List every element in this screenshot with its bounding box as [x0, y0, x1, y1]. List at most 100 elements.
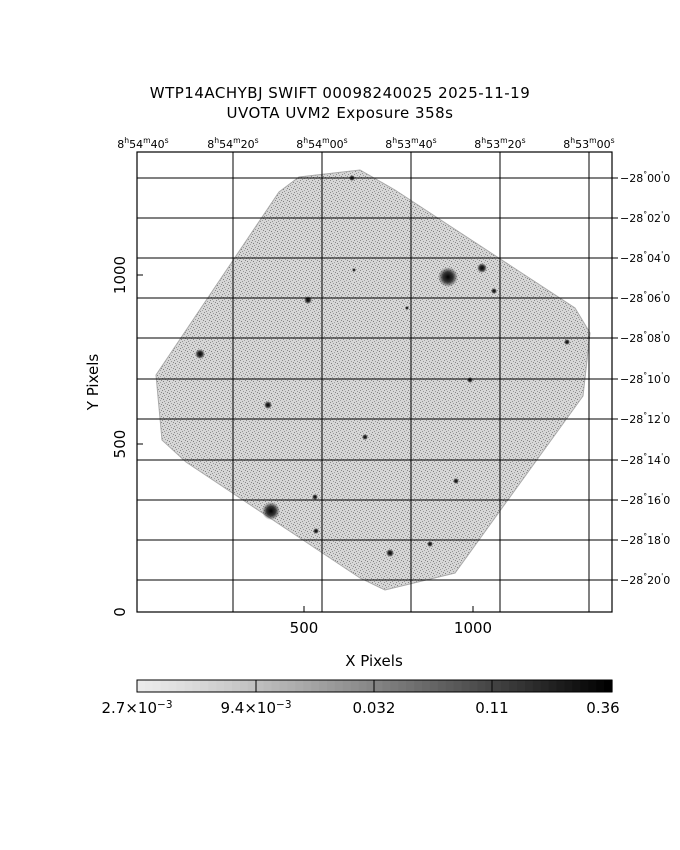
colorbar-segment: [176, 680, 186, 692]
point-source: [564, 339, 570, 345]
colorbar-segment: [263, 680, 273, 692]
x-axis-label: X Pixels: [345, 652, 403, 670]
colorbar-segment: [271, 680, 281, 692]
colorbar-label: 2.7×10−3: [102, 699, 173, 717]
colorbar-segment: [580, 680, 589, 692]
colorbar-segment: [517, 680, 526, 692]
colorbar-segment: [279, 680, 289, 692]
colorbar-segment: [239, 680, 249, 692]
colorbar-segment: [564, 680, 574, 692]
colorbar-segment: [493, 680, 502, 692]
colorbar-segment: [556, 680, 566, 692]
ra-tick-label: 8h54m20s: [207, 136, 258, 151]
point-source: [264, 401, 272, 409]
point-source: [491, 288, 497, 294]
colorbar-segment: [437, 680, 447, 692]
exposure-field: [155, 169, 591, 591]
ra-tick-label: 8h53m40s: [385, 136, 436, 151]
colorbar-segment: [422, 680, 431, 692]
ra-tick-group: 8h54m40s 8h54m20s 8h54m00s 8h53m40s 8h53m20s…: [117, 136, 614, 151]
colorbar-segment: [334, 680, 344, 692]
colorbar-segment: [596, 680, 605, 692]
dec-tick-label: −28°10'0: [620, 371, 670, 386]
point-source: [312, 494, 318, 500]
colorbar-segment: [247, 680, 257, 692]
colorbar-segment: [461, 680, 471, 692]
x-tick-label: 1000: [454, 619, 492, 637]
colorbar-segment: [327, 680, 336, 692]
colorbar-label: 0.36: [586, 699, 619, 717]
colorbar-segment: [342, 680, 352, 692]
colorbar-segment: [168, 680, 178, 692]
colorbar-segment: [501, 680, 510, 692]
colorbar-segment: [524, 680, 534, 692]
colorbar-segment: [406, 680, 415, 692]
ra-tick-label: 8h54m00s: [296, 136, 347, 151]
colorbar-segment: [350, 680, 360, 692]
y-axis-label: Y Pixels: [84, 354, 102, 412]
colorbar-segment: [295, 680, 304, 692]
point-source: [453, 478, 459, 484]
point-source: [438, 267, 458, 287]
colorbar-segment: [255, 680, 265, 692]
colorbar-segment: [604, 680, 613, 692]
colorbar-segment: [382, 680, 391, 692]
colorbar-segment: [469, 680, 479, 692]
y-tick-label: 1000: [111, 256, 129, 294]
point-source: [304, 296, 312, 304]
dec-tick-label: −28°00'0: [620, 170, 670, 185]
dec-tick-label: −28°02'0: [620, 210, 670, 225]
image-title: WTP14ACHYBJ SWIFT 00098240025 2025-11-19: [149, 84, 531, 102]
colorbar-segment: [390, 680, 399, 692]
dec-tick-label: −28°18'0: [620, 532, 670, 547]
colorbar-segment: [192, 680, 201, 692]
colorbar-segment: [572, 680, 581, 692]
point-source: [352, 268, 356, 272]
point-source: [386, 549, 394, 557]
plot-frame: [136, 151, 613, 613]
colorbar-segment: [160, 680, 170, 692]
x-tick-label: 500: [290, 619, 319, 637]
colorbar-segment: [200, 680, 209, 692]
point-source: [262, 502, 280, 520]
colorbar-segment: [208, 680, 217, 692]
ra-tick-label: 8h53m00s: [563, 136, 614, 151]
colorbar-segment: [319, 680, 328, 692]
colorbar-segment: [477, 680, 486, 692]
colorbar-segment: [311, 680, 320, 692]
dec-tick-label: −28°14'0: [620, 452, 670, 467]
colorbar-segment: [137, 680, 146, 692]
y-tick-label: 0: [111, 607, 129, 617]
dec-tick-group: −28°00'0 −28°02'0 −28°04'0 −28°06'0 −28°08'0…: [612, 170, 670, 587]
dec-tick-label: −28°08'0: [620, 330, 670, 345]
colorbar-segment: [152, 680, 162, 692]
point-source: [362, 434, 368, 440]
ra-tick-label: 8h54m40s: [117, 136, 168, 151]
colorbar-segment: [445, 680, 455, 692]
dec-tick-label: −28°20'0: [620, 572, 670, 587]
colorbar-segment: [374, 680, 384, 692]
colorbar-segment: [303, 680, 312, 692]
colorbar-segment: [184, 680, 194, 692]
colorbar-segment: [588, 680, 597, 692]
colorbar-segment: [287, 680, 296, 692]
colorbar-segment: [224, 680, 233, 692]
y-tick-group: 0 500 1000: [111, 256, 143, 617]
dec-tick-label: −28°12'0: [620, 411, 670, 426]
colorbar-label: 9.4×10−3: [221, 699, 292, 717]
colorbar-segment: [509, 680, 518, 692]
colorbar-segment: [366, 680, 376, 692]
colorbar: [136, 679, 613, 693]
colorbar-segment: [414, 680, 423, 692]
image-subtitle: UVOTA UVM2 Exposure 358s: [226, 104, 454, 122]
point-source: [195, 349, 205, 359]
point-source: [405, 306, 409, 310]
colorbar-segment: [453, 680, 463, 692]
colorbar-segment: [540, 680, 550, 692]
colorbar-segment: [532, 680, 542, 692]
ra-tick-label: 8h53m20s: [474, 136, 525, 151]
colorbar-segment: [429, 680, 439, 692]
point-source: [313, 528, 319, 534]
colorbar-labels: 2.7×10−3 9.4×10−3 0.032 0.11 0.36: [102, 699, 620, 717]
